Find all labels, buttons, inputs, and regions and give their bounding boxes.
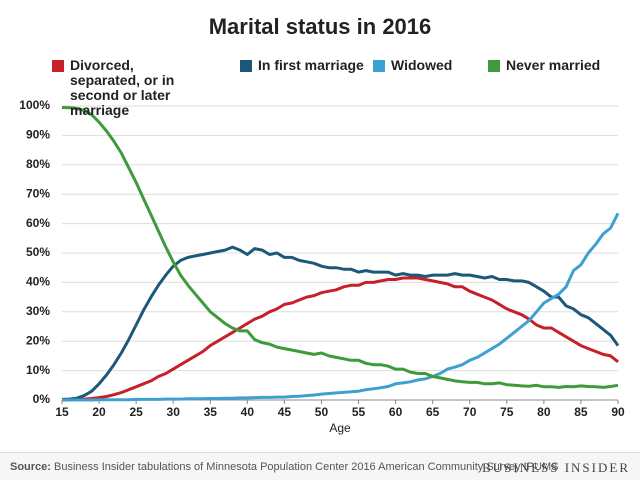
x-tick-label: 20 <box>92 405 106 419</box>
y-tick-label: 0% <box>33 392 51 406</box>
y-tick-label: 30% <box>26 304 50 318</box>
y-tick-label: 20% <box>26 333 50 347</box>
legend-swatch <box>52 60 64 72</box>
legend-label: In first marriage <box>258 57 364 73</box>
source: Source: Business Insider tabulations of … <box>10 461 558 473</box>
source-label: Source: <box>10 461 51 473</box>
x-tick-label: 90 <box>611 405 625 419</box>
y-tick-label: 90% <box>26 128 50 142</box>
x-tick-label: 45 <box>278 405 292 419</box>
legend-item: Never married <box>488 58 628 73</box>
chart-title: Marital status in 2016 <box>209 14 432 39</box>
series-line <box>62 212 620 402</box>
x-tick-label: 85 <box>574 405 588 419</box>
legend-label: Widowed <box>391 57 453 73</box>
x-tick-label: 40 <box>241 405 255 419</box>
legend-swatch <box>373 60 385 72</box>
footer: Source: Business Insider tabulations of … <box>0 452 640 480</box>
x-tick-label: 55 <box>352 405 366 419</box>
legend-item: Divorced, separated, or in second or lat… <box>52 58 202 118</box>
x-tick-label: 50 <box>315 405 329 419</box>
legend-item: In first marriage <box>240 58 370 73</box>
legend-item: Widowed <box>373 58 473 73</box>
y-tick-label: 40% <box>26 275 50 289</box>
legend-label: Never married <box>506 57 601 73</box>
x-tick-label: 70 <box>463 405 477 419</box>
series-line <box>61 106 619 389</box>
series-line <box>62 276 619 402</box>
y-tick-label: 50% <box>26 245 50 259</box>
x-tick-label: 65 <box>426 405 440 419</box>
y-tick-label: 60% <box>26 216 50 230</box>
x-tick-label: 30 <box>167 405 181 419</box>
legend-swatch <box>488 60 500 72</box>
x-tick-label: 80 <box>537 405 551 419</box>
brand: BUSINESS INSIDER <box>482 460 630 475</box>
x-tick-label: 60 <box>389 405 403 419</box>
y-tick-label: 70% <box>26 186 50 200</box>
y-tick-label: 10% <box>26 363 50 377</box>
x-tick-label: 15 <box>55 405 69 419</box>
x-tick-label: 75 <box>500 405 514 419</box>
legend: Divorced, separated, or in second or lat… <box>0 58 640 118</box>
x-tick-label: 25 <box>129 405 143 419</box>
legend-label: Divorced, separated, or in second or lat… <box>70 57 175 118</box>
series-line <box>61 245 620 401</box>
y-tick-label: 80% <box>26 157 50 171</box>
legend-swatch <box>240 60 252 72</box>
source-text: Business Insider tabulations of Minnesot… <box>54 461 559 473</box>
x-axis-label: Age <box>329 421 351 435</box>
y-tick-label: 100% <box>19 98 50 112</box>
x-tick-label: 35 <box>204 405 218 419</box>
